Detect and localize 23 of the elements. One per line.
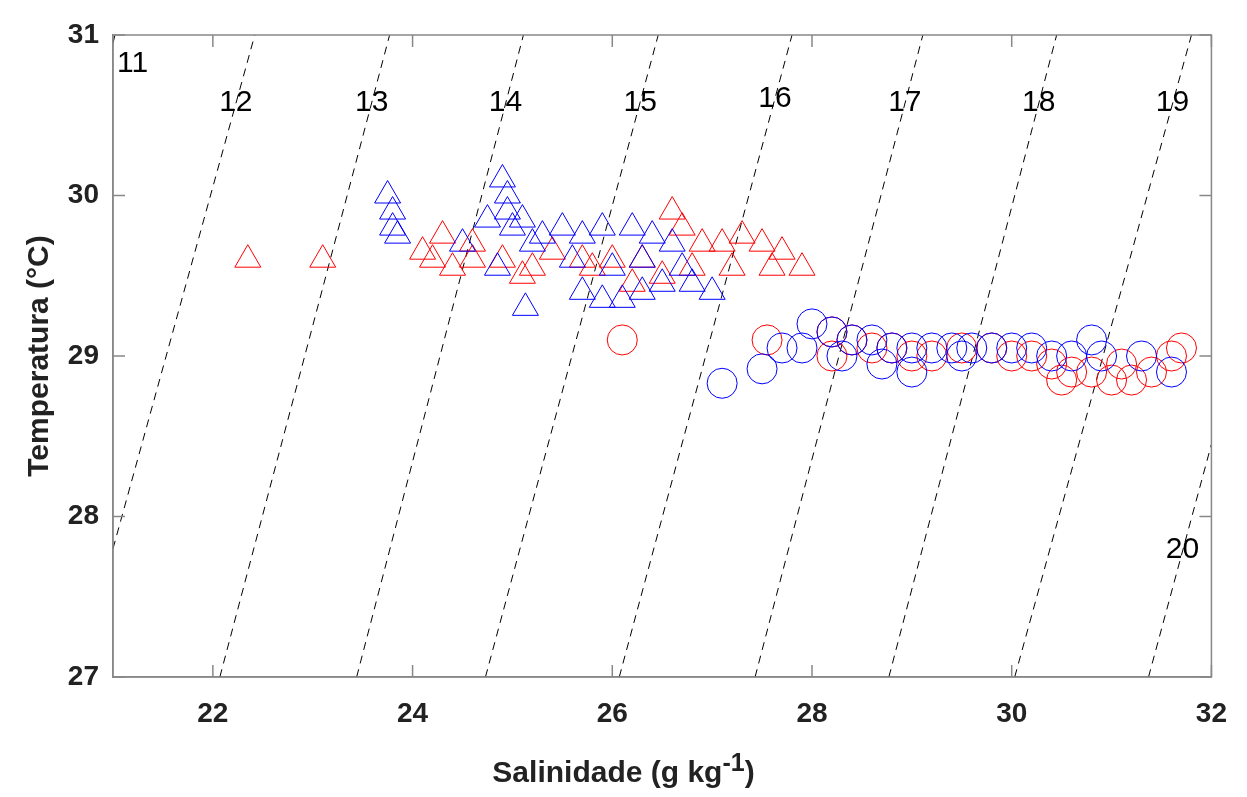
y-tick-label: 27	[67, 659, 99, 691]
annotation: 17	[888, 83, 922, 117]
annotation: 18	[1021, 83, 1056, 117]
annotation: 16	[758, 80, 792, 114]
x-tick-label: 30	[996, 696, 1028, 728]
y-axis-title: Temperatura (°C)	[21, 235, 55, 477]
x-tick-label: 24	[396, 696, 429, 728]
y-tick-label: 29	[67, 338, 99, 370]
x-tick-label: 28	[796, 696, 828, 728]
annotation: 19	[1155, 83, 1190, 117]
y-tick-label: 30	[67, 178, 99, 210]
annotation: 15	[623, 83, 657, 117]
x-tick-label: 32	[1195, 696, 1228, 728]
y-tick-label: 28	[67, 499, 99, 531]
x-axis-title: Salinidade (g kg$^{-1}$)	[491, 748, 756, 789]
annotation: 12	[219, 83, 253, 117]
annotation: 20	[1165, 531, 1200, 565]
x-tick-label: 22	[197, 696, 229, 728]
annotation: 14	[488, 83, 523, 117]
annotation: 13	[354, 83, 389, 117]
y-tick-label: 31	[67, 17, 99, 49]
annotation: 11	[117, 45, 149, 79]
x-tick-label: 26	[596, 696, 628, 728]
